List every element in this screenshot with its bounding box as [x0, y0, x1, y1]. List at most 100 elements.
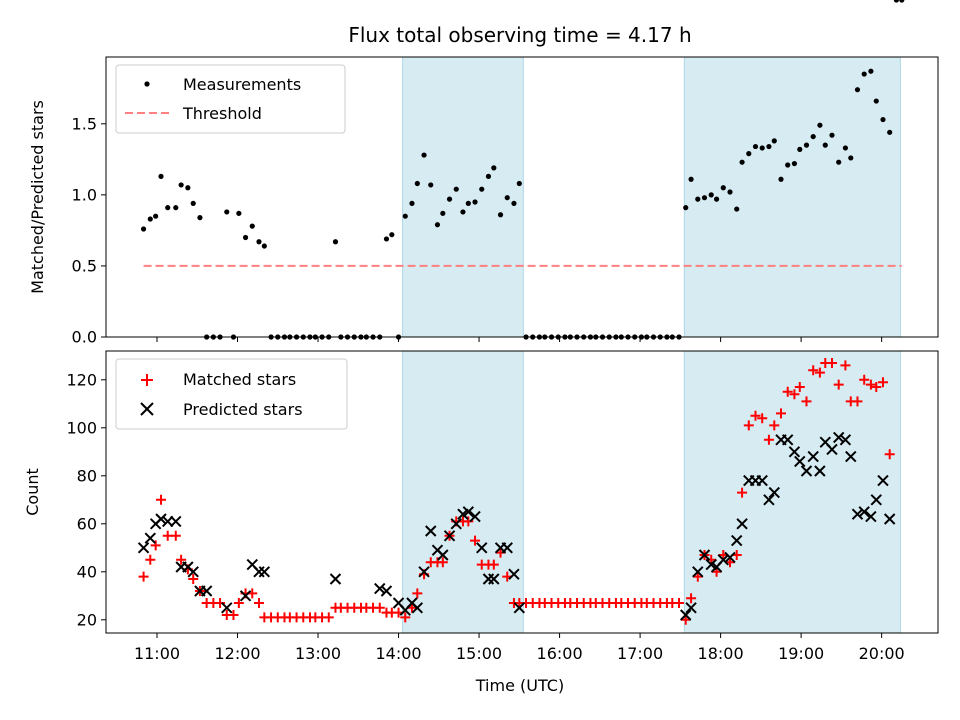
y-tick-label: 0.0: [72, 328, 97, 347]
series-predicted-stars-point: [814, 465, 826, 477]
series-predicted-stars-point: [425, 525, 437, 537]
series-measurements-point: [485, 173, 492, 179]
series-matched-stars-point: [877, 377, 888, 388]
series-predicted-stars-point: [756, 474, 768, 487]
x-tick-label: 13:00: [295, 644, 341, 663]
series-measurements-point: [491, 165, 497, 171]
y-tick-label: 1.0: [72, 185, 97, 204]
series-predicted-stars-point: [374, 582, 386, 595]
series-measurements-point: [791, 160, 798, 167]
x-axis-label: Time (UTC): [475, 676, 564, 695]
series-matched-stars-point: [686, 593, 697, 604]
series-predicted-stars-point: [170, 515, 182, 528]
top-legend-frame: [115, 64, 346, 134]
x-tick-label: 17:00: [617, 644, 663, 663]
series-matched-stars-point: [801, 396, 812, 407]
y-tick-label: 20: [77, 610, 97, 629]
series-predicted-stars-point: [768, 486, 780, 499]
series-matched-stars-point: [808, 365, 819, 376]
legend-marker-measurements: [144, 81, 150, 87]
series-measurements-point: [460, 209, 466, 215]
series-measurements-point: [402, 213, 408, 219]
series-matched-stars-point: [400, 612, 411, 623]
series-predicted-stars-point: [685, 602, 697, 614]
series-matched-stars-point: [884, 449, 895, 460]
series-matched-stars-point: [794, 382, 805, 392]
series-measurements-point: [256, 239, 262, 245]
series-predicted-stars-point: [717, 554, 729, 566]
x-tick-label: 18:00: [698, 644, 744, 663]
series-measurements-point: [746, 151, 752, 157]
series-predicted-stars-point: [508, 568, 520, 580]
series-predicted-stars-point: [155, 513, 167, 525]
series-measurements-point: [701, 195, 708, 201]
series-predicted-stars-point: [788, 446, 801, 458]
series-predicted-stars-point: [329, 573, 342, 585]
series-predicted-stars-point: [187, 566, 199, 578]
y-tick-label: 80: [77, 466, 97, 485]
series-measurements-point: [766, 143, 772, 150]
series-matched-stars-point: [859, 374, 870, 385]
series-predicted-stars-point: [839, 434, 852, 446]
series-matched-stars-point: [138, 571, 149, 582]
series-measurements-point: [803, 142, 810, 148]
legend-label-predicted-stars: Predicted stars: [183, 400, 303, 419]
series-matched-stars-point: [737, 487, 748, 498]
series-matched-stars-point: [674, 598, 685, 608]
series-measurements-point: [504, 195, 510, 201]
series-measurements-point: [739, 159, 745, 165]
x-tick-label: 11:00: [134, 644, 180, 663]
series-measurements-point: [236, 210, 242, 216]
series-measurements-point: [383, 236, 390, 242]
series-measurements-point: [829, 132, 835, 138]
series-measurements-point: [873, 98, 879, 104]
series-measurements-point: [242, 234, 249, 241]
ratio-panel: 0.0 0.5 1.0 1.5: [72, 0, 939, 347]
series-measurements-point: [854, 87, 861, 93]
chart-title: Flux total observing time = 4.17 h: [348, 23, 691, 47]
series-predicted-stars-point: [851, 508, 864, 520]
series-matched-stars-point: [176, 554, 187, 565]
series-matched-stars-point: [750, 410, 761, 421]
y-tick-label: 40: [77, 562, 97, 581]
count-panel: 20 40 60 80 100 120 11:00 12:00 13:00 14:00 15:00 1…: [66, 351, 939, 663]
series-predicted-stars-point: [724, 551, 736, 564]
y-tick-label: 1.5: [72, 114, 97, 133]
series-matched-stars-point: [470, 535, 481, 546]
series-predicted-stars-point: [137, 542, 150, 554]
legend-label-measurements: Measurements: [183, 75, 301, 94]
series-matched-stars-point: [871, 382, 882, 392]
series-measurements-point: [836, 159, 842, 165]
series-predicted-stars-point: [826, 443, 838, 456]
series-measurements-point: [708, 192, 714, 198]
series-matched-stars-point: [711, 566, 722, 577]
series-predicted-stars-point: [437, 549, 449, 561]
series-matched-stars-point: [826, 358, 837, 368]
series-predicted-stars-point: [411, 602, 424, 614]
series-measurements-point: [414, 180, 420, 187]
series-predicted-stars-point: [513, 602, 526, 614]
series-measurements-point: [511, 200, 517, 206]
series-measurements-point: [887, 129, 893, 135]
series-measurements-point: [173, 205, 179, 211]
series-matched-stars-point: [145, 554, 156, 565]
series-measurements-point: [695, 196, 701, 202]
series-measurements-point: [778, 176, 784, 182]
observing-span-1: [402, 56, 524, 338]
y-tick-label: 60: [77, 514, 97, 533]
series-measurements-point: [842, 145, 849, 151]
series-measurements-point: [771, 138, 777, 144]
series-matched-stars-point: [488, 559, 499, 570]
series-matched-stars-point: [463, 516, 474, 527]
series-measurements-point: [759, 145, 765, 151]
series-measurements-point: [197, 215, 203, 221]
series-predicted-stars-point: [450, 518, 462, 530]
series-measurements-point: [848, 155, 854, 161]
series-matched-stars-point: [840, 360, 851, 371]
series-measurements-point: [472, 199, 478, 205]
series-measurements-point: [817, 122, 823, 128]
series-matched-stars-point: [775, 408, 786, 419]
series-measurements-point: [147, 216, 153, 222]
series-measurements-point: [249, 223, 255, 229]
series-matched-stars-point: [865, 379, 876, 390]
